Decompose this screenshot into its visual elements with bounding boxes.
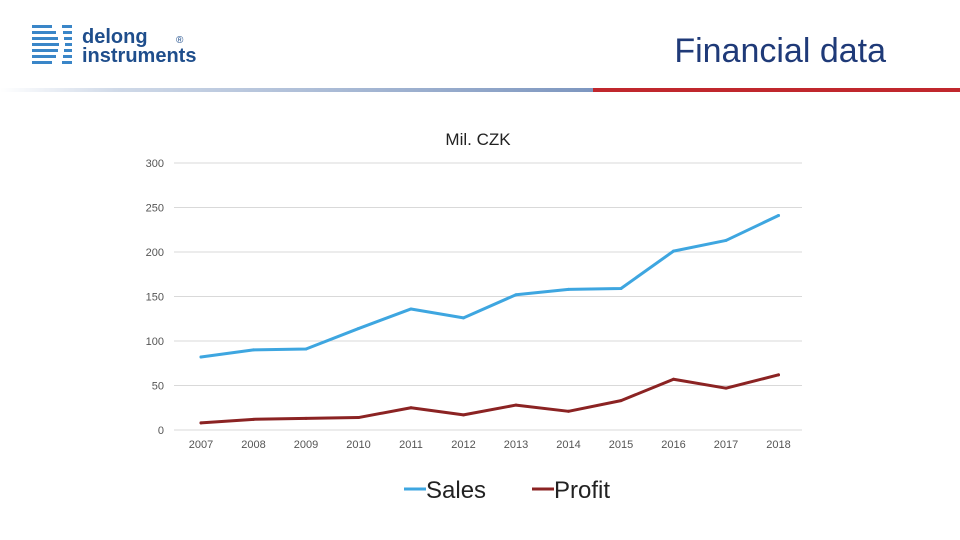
legend-label-sales: Sales <box>426 477 486 504</box>
x-tick-label: 2018 <box>766 439 790 451</box>
data-point-profit <box>567 409 570 413</box>
registered-mark: ® <box>176 35 184 46</box>
data-point-profit <box>304 416 308 420</box>
data-point-sales <box>252 348 255 352</box>
x-tick-label: 2016 <box>661 439 685 451</box>
chart-series <box>199 214 780 425</box>
data-point-sales <box>672 249 675 253</box>
y-tick-label: 0 <box>158 425 164 437</box>
x-tick-label: 2012 <box>451 439 475 451</box>
y-tick-label: 250 <box>146 203 164 215</box>
x-tick-label: 2008 <box>241 439 265 451</box>
header-divider-blue <box>0 88 593 92</box>
data-point-sales <box>357 327 360 331</box>
x-tick-label: 2010 <box>346 439 370 451</box>
x-tick-label: 2015 <box>609 439 633 451</box>
data-point-profit <box>462 413 465 417</box>
data-point-profit <box>619 399 623 403</box>
data-point-sales <box>724 238 728 242</box>
y-tick-label: 300 <box>146 158 164 170</box>
logo-line1: delong <box>82 26 148 48</box>
data-point-profit <box>252 417 255 421</box>
slide-title: Financial data <box>674 32 886 70</box>
data-point-sales <box>462 316 465 320</box>
y-tick-label: 50 <box>152 381 164 393</box>
y-axis: 0 50 100 150 200 250 300 <box>146 158 164 437</box>
x-tick-label: 2011 <box>399 439 423 451</box>
y-tick-label: 150 <box>146 292 164 304</box>
data-point-sales <box>619 286 623 290</box>
chart-grid <box>174 162 802 431</box>
data-point-profit <box>409 406 413 410</box>
data-point-profit <box>777 373 780 377</box>
data-point-profit <box>514 403 518 407</box>
logo-wordmark: delong instruments <box>82 26 197 67</box>
legend-label-profit: Profit <box>554 477 610 504</box>
data-point-profit <box>199 421 203 425</box>
data-point-sales <box>567 287 570 291</box>
y-tick-label: 200 <box>146 247 164 259</box>
data-point-sales <box>514 293 518 297</box>
x-tick-label: 2014 <box>556 439 580 451</box>
data-point-sales <box>199 355 203 359</box>
data-point-profit <box>672 377 675 381</box>
x-axis: 2007 2008 2009 2010 2011 2012 2013 2014 2015 2016… <box>189 439 791 451</box>
x-tick-label: 2017 <box>714 439 738 451</box>
x-tick-label: 2013 <box>504 439 528 451</box>
data-point-profit <box>357 416 360 420</box>
series-line-profit <box>199 373 780 425</box>
logo-line2: instruments <box>82 45 197 67</box>
y-tick-label: 100 <box>146 336 164 348</box>
series-line-sales <box>199 214 780 359</box>
chart-title: Mil. CZK <box>445 130 511 149</box>
header-divider-red <box>593 88 960 92</box>
data-point-profit <box>724 386 728 390</box>
x-tick-label: 2009 <box>294 439 318 451</box>
x-tick-label: 2007 <box>189 439 213 451</box>
chart-legend: Sales Profit <box>404 477 610 504</box>
data-point-sales <box>409 307 413 311</box>
logo-mark-icon <box>32 25 72 64</box>
data-point-sales <box>777 214 780 218</box>
data-point-sales <box>304 347 308 351</box>
